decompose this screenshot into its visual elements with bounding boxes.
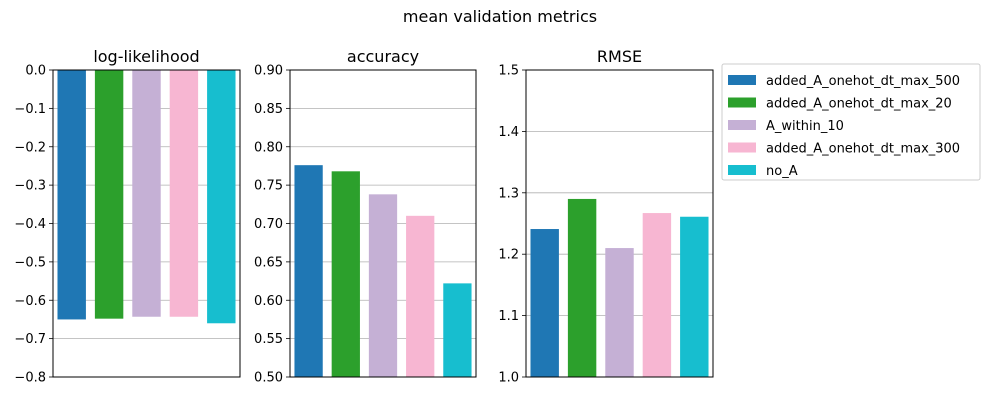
panel-log-likelihood: log-likelihood 0.0 −0.1 −0.2 −0.3 −0.4 −0.5 −0…	[14, 47, 241, 386]
y-tick-label: 0.0	[25, 64, 46, 79]
legend-label: added_A_onehot_dt_max_300	[766, 142, 960, 157]
y-tick-label: −0.3	[14, 179, 46, 194]
legend-swatch	[728, 165, 756, 175]
y-tick-label: 0.80	[254, 140, 283, 155]
bar-added_A_onehot_dt_max_300	[642, 213, 672, 377]
y-tick-label: −0.2	[14, 140, 46, 155]
y-tick-label: 1.0	[498, 371, 519, 386]
bar-added_A_onehot_dt_max_300	[406, 215, 435, 377]
y-tick-label: 0.75	[254, 179, 283, 194]
legend-swatch	[728, 97, 756, 108]
y-tick-label: −0.4	[14, 217, 46, 232]
bar-added_A_onehot_dt_max_500	[294, 165, 323, 377]
legend-swatch	[728, 142, 756, 153]
legend-label: added_A_onehot_dt_max_20	[766, 97, 952, 112]
y-tick-label: −0.6	[14, 294, 46, 309]
bar-added_A_onehot_dt_max_500	[57, 70, 86, 320]
y-tick-label: 1.3	[498, 186, 519, 201]
panel-title: log-likelihood	[93, 47, 199, 66]
y-tick-label: 0.50	[254, 371, 283, 386]
figure-title: mean validation metrics	[403, 7, 597, 26]
y-tick-label: 0.90	[254, 64, 283, 79]
bar-no_A	[443, 283, 472, 377]
y-tick-label: 0.85	[254, 102, 283, 117]
axes-frame	[289, 69, 477, 378]
bar-no_A	[207, 70, 236, 324]
y-tick-label: 0.65	[254, 255, 283, 270]
legend: added_A_onehot_dt_max_500 added_A_onehot_…	[721, 63, 981, 181]
bar-added_A_onehot_dt_max_20	[567, 198, 597, 377]
panel-accuracy: accuracy 0.50 0.55 0.60 0.65 0.70 0.75 0.80 0.8…	[254, 47, 477, 386]
bar-no_A	[680, 216, 709, 377]
legend-label: no_A	[766, 164, 798, 179]
y-tick-label: 1.2	[498, 248, 519, 263]
axes-frame	[52, 69, 241, 378]
panel-title: accuracy	[347, 47, 419, 66]
bar-added_A_onehot_dt_max_20	[94, 70, 124, 319]
legend-swatch	[728, 75, 756, 85]
y-tick-label: 1.5	[498, 64, 519, 79]
legend-label: added_A_onehot_dt_max_500	[766, 74, 960, 89]
bar-A_within_10	[368, 194, 398, 377]
y-tick-label: 0.60	[254, 294, 283, 309]
y-tick-label: 1.1	[498, 309, 519, 324]
y-tick-label: −0.8	[14, 371, 46, 386]
y-tick-label: 1.4	[498, 125, 519, 140]
y-tick-label: −0.5	[14, 255, 46, 270]
y-tick-label: −0.1	[14, 102, 46, 117]
bar-A_within_10	[132, 70, 161, 317]
bar-added_A_onehot_dt_max_20	[331, 171, 360, 377]
bar-added_A_onehot_dt_max_300	[169, 70, 199, 317]
legend-frame	[721, 63, 981, 181]
panel-rmse: RMSE 1.0 1.1 1.2 1.3 1.4 1.5	[498, 47, 714, 386]
y-tick-label: 0.55	[254, 332, 283, 347]
bar-added_A_onehot_dt_max_500	[530, 229, 559, 377]
legend-swatch	[728, 120, 756, 130]
axes-frame	[525, 69, 714, 378]
legend-label: A_within_10	[766, 119, 844, 134]
panel-title: RMSE	[597, 47, 642, 66]
bar-A_within_10	[605, 248, 634, 377]
y-tick-label: −0.7	[14, 332, 46, 347]
y-tick-label: 0.70	[254, 217, 283, 232]
